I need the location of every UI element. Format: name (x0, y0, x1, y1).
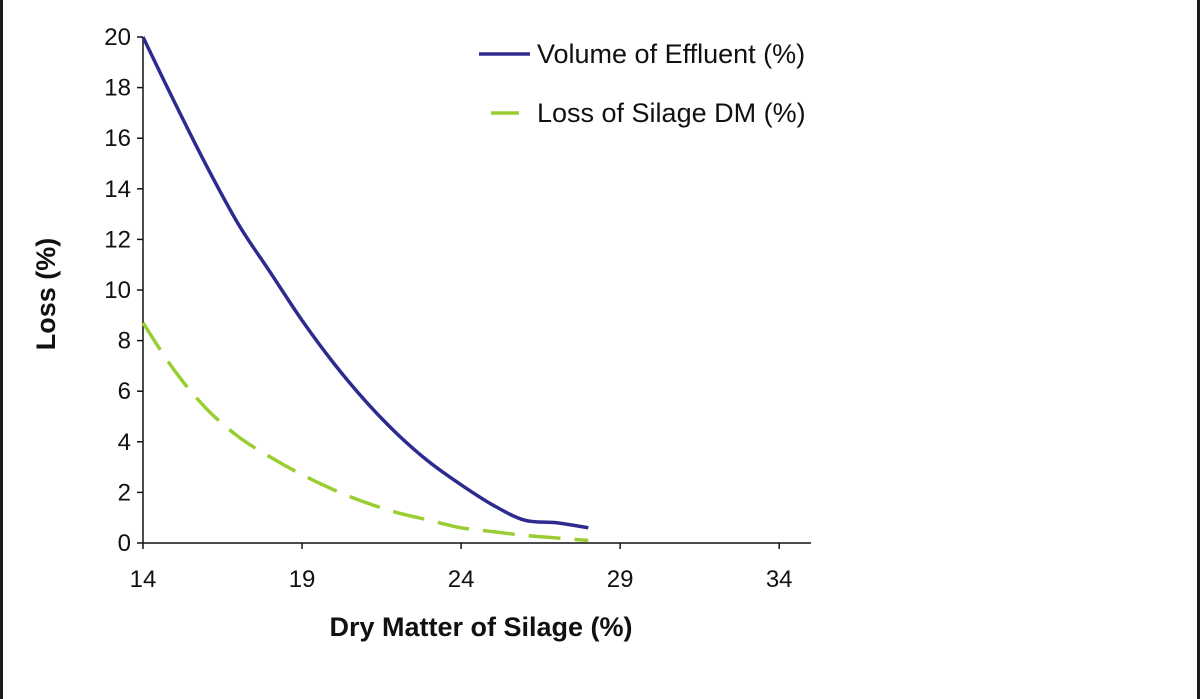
y-tick-label: 4 (118, 429, 131, 456)
legend-label-2: Loss of Silage DM (%) (537, 98, 806, 128)
legend: Volume of Effluent (%) Loss of Silage DM … (479, 39, 806, 128)
legend-label-1: Volume of Effluent (%) (537, 39, 805, 69)
y-tick-label: 18 (104, 75, 131, 102)
x-tick-label: 29 (607, 566, 634, 593)
y-tick-label: 16 (104, 125, 131, 152)
y-tick-label: 20 (104, 24, 131, 51)
series-line-1 (141, 36, 589, 530)
y-tick-label: 6 (118, 378, 131, 405)
x-tick-label: 19 (289, 566, 316, 593)
y-tick-label: 10 (104, 277, 131, 304)
x-axis-title: Dry Matter of Silage (%) (329, 612, 632, 642)
x-tick-label: 34 (766, 566, 793, 593)
x-tick-label: 24 (448, 566, 475, 593)
y-axis-title: Loss (%) (31, 238, 61, 351)
series-line-2 (141, 321, 589, 543)
x-tick-label: 14 (130, 566, 157, 593)
series-lines (141, 36, 589, 543)
y-tick-label: 2 (118, 479, 131, 506)
y-tick-label: 0 (118, 530, 131, 557)
y-tick-label: 12 (104, 226, 131, 253)
y-tick-label: 8 (118, 328, 131, 355)
y-tick-label: 14 (104, 176, 131, 203)
